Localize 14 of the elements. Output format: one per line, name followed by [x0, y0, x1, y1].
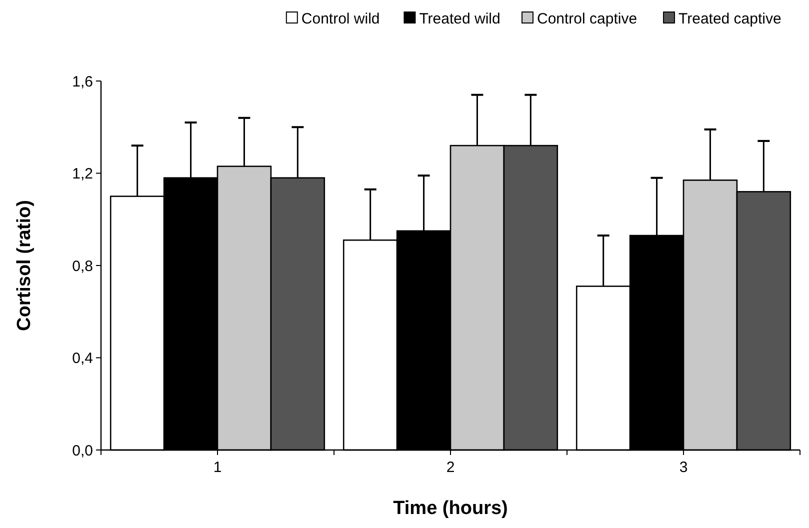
- y-tick-label: 0,8: [72, 258, 93, 275]
- y-tick-label: 0,4: [72, 350, 93, 367]
- legend-label: Control captive: [537, 10, 638, 28]
- y-axis-title: Cortisol (ratio): [14, 200, 35, 331]
- x-tick-label: 3: [679, 459, 688, 476]
- legend-label: Treated captive: [678, 10, 782, 28]
- legend-label: Control wild: [301, 10, 380, 28]
- y-tick-label: 1,6: [72, 73, 93, 90]
- x-axis-title: Time (hours): [393, 498, 508, 519]
- y-tick-label: 1,2: [72, 166, 93, 182]
- legend-label: Treated wild: [419, 10, 500, 28]
- x-tick-label: 2: [446, 459, 455, 476]
- y-tick-label: 0,0: [72, 442, 93, 460]
- x-tick-label: 1: [213, 459, 222, 476]
